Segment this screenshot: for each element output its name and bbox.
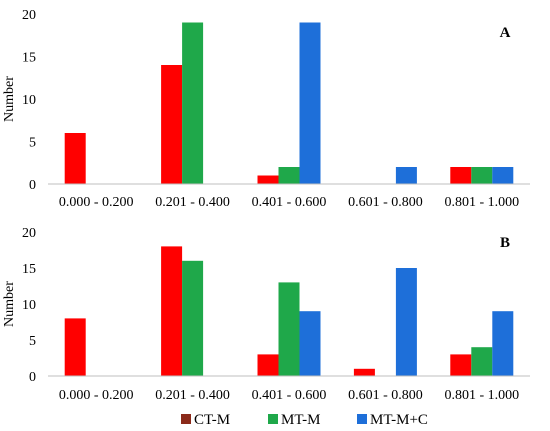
panel-a: 0 5 10 15 20 Number 0.000 - 0.200 0.201 - 0.400… (2, 8, 530, 210)
bar-mt-m-c (492, 167, 514, 184)
bar-mt-m (278, 167, 300, 184)
legend-swatch (357, 414, 367, 424)
x-tick-label: 0.801 - 1.000 (444, 388, 519, 403)
y-tick-label: 10 (22, 298, 36, 313)
bar-mt-m-c (492, 311, 514, 376)
x-tick-label: 0.601 - 0.800 (348, 195, 423, 210)
bar-mt-m-c (395, 167, 417, 184)
legend-label: MT-M (281, 412, 320, 428)
x-tick-label: 0.000 - 0.200 (59, 388, 134, 403)
x-tick-label: 0.801 - 1.000 (444, 195, 519, 210)
legend-swatch (268, 414, 278, 424)
x-tick-label: 0.000 - 0.200 (59, 195, 134, 210)
x-tick-label: 0.601 - 0.800 (348, 388, 423, 403)
bar-ct-m (161, 65, 183, 184)
y-axis-label: Number (2, 281, 17, 327)
panel-label: B (500, 235, 510, 251)
legend: CT-M MT-M MT-M+C (181, 412, 428, 428)
bar-mt-m (471, 347, 493, 376)
bar-ct-m (64, 318, 86, 376)
x-tick-label: 0.201 - 0.400 (155, 388, 230, 403)
bar-ct-m (353, 368, 375, 376)
legend-label: MT-M+C (370, 412, 428, 428)
legend-swatch (181, 414, 191, 424)
bar-ct-m (450, 354, 472, 376)
panel-label: A (500, 25, 511, 41)
panel-b: 0 5 10 15 20 Number 0.000 - 0.200 0.201 - 0.400… (2, 226, 530, 403)
y-tick-label: 15 (22, 262, 36, 277)
y-tick-label: 10 (22, 93, 36, 108)
bar-ct-m (257, 175, 279, 184)
y-tick-label: 20 (22, 226, 36, 241)
y-tick-label: 5 (29, 136, 36, 151)
bar-ct-m (64, 133, 86, 184)
y-tick-label: 0 (29, 178, 36, 193)
legend-label: CT-M (194, 412, 230, 428)
bar-ct-m (161, 246, 183, 376)
bar-mt-m-c (395, 268, 417, 376)
bar-mt-m (182, 260, 204, 376)
bar-ct-m (257, 354, 279, 376)
bar-mt-m-c (299, 311, 321, 376)
bar-mt-m (471, 167, 493, 184)
bar-mt-m-c (299, 22, 321, 184)
y-tick-label: 0 (29, 370, 36, 385)
bar-mt-m (278, 282, 300, 376)
y-tick-label: 20 (22, 8, 36, 23)
y-axis-label: Number (2, 76, 17, 122)
bar-ct-m (450, 167, 472, 184)
y-tick-label: 5 (29, 334, 36, 349)
y-tick-label: 15 (22, 51, 36, 66)
x-tick-label: 0.401 - 0.600 (252, 195, 327, 210)
bar-mt-m (182, 22, 204, 184)
x-tick-label: 0.201 - 0.400 (155, 195, 230, 210)
x-tick-label: 0.401 - 0.600 (252, 388, 327, 403)
